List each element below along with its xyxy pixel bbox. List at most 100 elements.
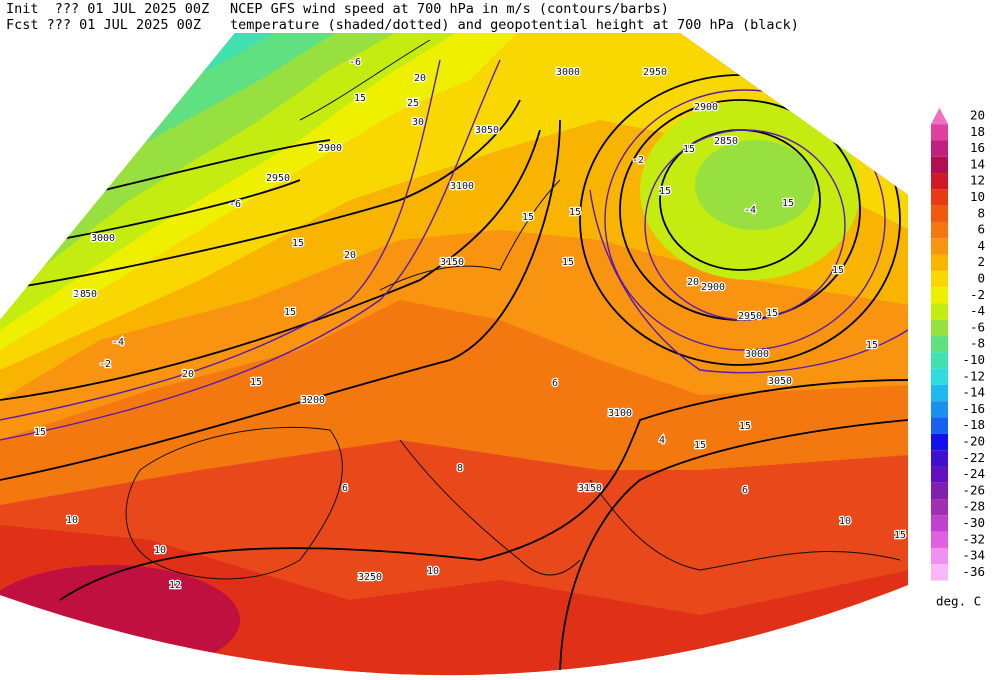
- map-label: -6: [229, 199, 241, 210]
- map-label: 15: [894, 530, 906, 541]
- colorbar-swatch: [931, 238, 948, 255]
- map-label: 4: [659, 435, 665, 446]
- colorbar-label: -14: [962, 385, 985, 400]
- map-label: 15: [739, 421, 751, 432]
- colorbar-swatch: [931, 433, 948, 451]
- colorbar-swatch: [931, 189, 948, 206]
- map-label: 15: [766, 308, 778, 319]
- colorbar-unit: deg. C: [936, 594, 981, 609]
- colorbar-label: -30: [962, 515, 985, 530]
- map-label: 3200: [301, 395, 325, 406]
- map-label: 3100: [450, 181, 474, 192]
- map-labels: 3000 3050 2950 2900 3000 2950 2900 2850 3050 3100…: [33, 56, 908, 593]
- colorbar-swatch: [931, 531, 948, 548]
- colorbar-swatch: [931, 173, 948, 190]
- map-label: 15: [354, 93, 366, 104]
- map-label: -4: [744, 205, 756, 216]
- map-label: 6: [552, 378, 558, 389]
- map-label: 3100: [608, 408, 632, 419]
- map-label: 20: [687, 277, 699, 288]
- map-label: 3050: [768, 376, 792, 387]
- colorbar-label: -4: [970, 303, 985, 318]
- map-label: 25: [407, 98, 419, 109]
- colorbar-label: 10: [970, 189, 985, 204]
- map-label: 2950: [738, 311, 762, 322]
- colorbar-swatch: [931, 336, 948, 353]
- map-label: 20: [344, 250, 356, 261]
- title-line: NCEP GFS wind speed at 700 hPa in m/s (c…: [230, 1, 669, 17]
- map-label: 3150: [578, 483, 602, 494]
- colorbar: 20181614121086420-2-4-6-8-10-12-14-16-18…: [931, 108, 985, 581]
- colorbar-swatch: [931, 515, 948, 532]
- map-label: 3050: [73, 289, 97, 300]
- colorbar-swatch: [931, 401, 948, 418]
- map-label: 3250: [358, 572, 382, 583]
- colorbar-swatch: [931, 450, 948, 467]
- map-label: 10: [154, 545, 166, 556]
- map-label: 15: [832, 265, 844, 276]
- map-label: 3000: [745, 349, 769, 360]
- temp-field: [695, 140, 815, 230]
- map-label: 2950: [643, 67, 667, 78]
- colorbar-label: 18: [970, 124, 985, 139]
- colorbar-label: -32: [962, 531, 985, 546]
- colorbar-label: -34: [962, 548, 985, 563]
- colorbar-label: -24: [962, 466, 985, 481]
- map-label: 15: [284, 307, 296, 318]
- map-label: 15: [782, 198, 794, 209]
- map-label: 15: [522, 212, 534, 223]
- map-label: 3000: [91, 233, 115, 244]
- colorbar-swatch: [931, 270, 948, 288]
- map-label: 10: [66, 515, 78, 526]
- colorbar-swatch: [931, 352, 948, 369]
- colorbar-label: 14: [970, 156, 985, 171]
- colorbar-label: -26: [962, 482, 985, 497]
- map-label: 15: [659, 186, 671, 197]
- colorbar-label: -28: [962, 499, 985, 514]
- colorbar-label: -2: [970, 287, 985, 302]
- colorbar-swatch: [931, 547, 948, 565]
- colorbar-swatch: [931, 205, 948, 222]
- map-label: 2950: [266, 173, 290, 184]
- map-label: 10: [427, 566, 439, 577]
- colorbar-swatch: [931, 499, 948, 516]
- map-label: 30: [412, 117, 424, 128]
- map-label: 20: [182, 369, 194, 380]
- map-label: 15: [562, 257, 574, 268]
- colorbar-label: 4: [977, 238, 985, 253]
- title-line: temperature (shaded/dotted) and geopoten…: [230, 17, 799, 33]
- colorbar-label: 0: [977, 271, 985, 286]
- map-label: 8: [457, 463, 463, 474]
- colorbar-label: 12: [970, 173, 985, 188]
- colorbar-label: 6: [977, 222, 985, 237]
- wind-contours: [0, 59, 908, 441]
- map-label: -2: [632, 155, 644, 166]
- colorbar-label: 16: [970, 140, 985, 155]
- colorbar-swatch: [931, 124, 948, 141]
- colorbar-label: 2: [977, 254, 985, 269]
- colorbar-label: -6: [970, 319, 985, 334]
- map: [0, 33, 908, 676]
- map-label: -4: [112, 337, 124, 348]
- colorbar-swatch: [931, 107, 948, 125]
- colorbar-swatch: [931, 319, 948, 337]
- colorbar-label: -10: [962, 352, 985, 367]
- map-label: -8: [74, 289, 86, 300]
- colorbar-swatch: [931, 417, 948, 434]
- map-label: 10: [839, 516, 851, 527]
- colorbar-label: -36: [962, 564, 985, 579]
- colorbar-swatch: [931, 303, 948, 320]
- map-label: 15: [292, 238, 304, 249]
- colorbar-swatch: [931, 466, 948, 483]
- colorbar-swatch: [931, 384, 948, 402]
- colorbar-label: -20: [962, 434, 985, 449]
- colorbar-swatch: [931, 254, 948, 271]
- map-label: 15: [694, 440, 706, 451]
- header: Init ??? 01 JUL 2025 00Z Fcst ??? 01 JUL…: [6, 1, 799, 33]
- colorbar-swatch: [931, 368, 948, 385]
- map-label: 2900: [318, 143, 342, 154]
- map-label: 15: [34, 427, 46, 438]
- map-label: 15: [569, 207, 581, 218]
- colorbar-swatch: [931, 156, 948, 174]
